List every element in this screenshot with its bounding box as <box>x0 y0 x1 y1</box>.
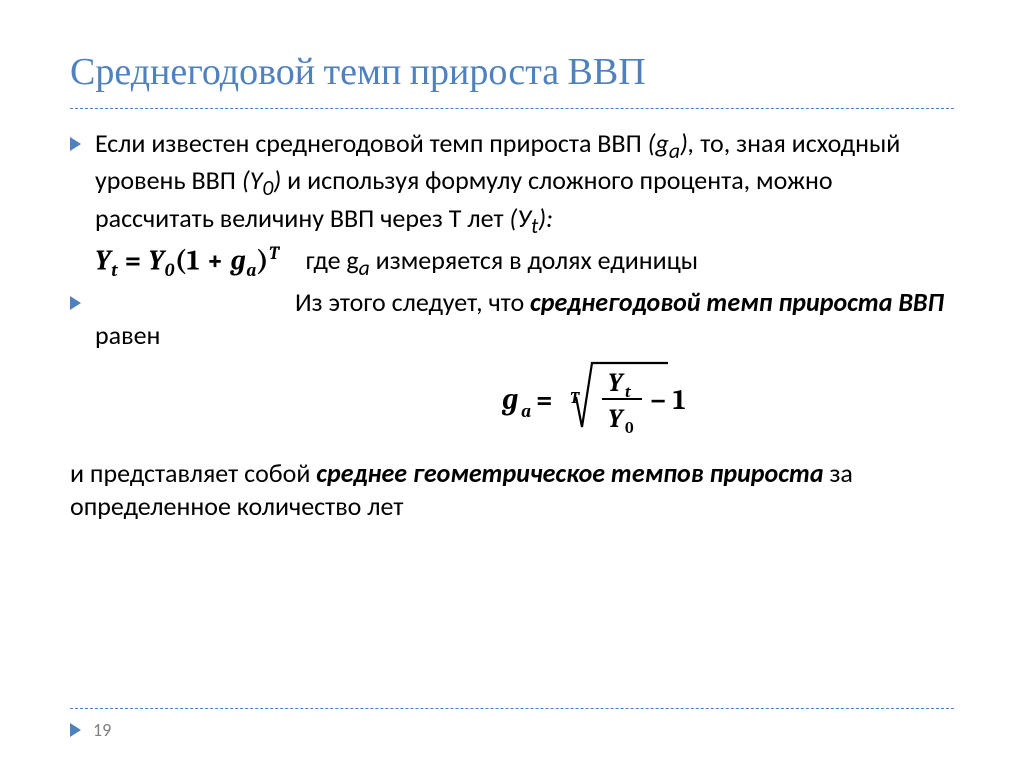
footer-bullet-icon <box>70 723 81 737</box>
b1-sub2: 0 <box>262 174 273 201</box>
b2-after: равен <box>95 319 160 351</box>
formula-1-row: Yt = Y0(1 + ga)T где ga измеряется в дол… <box>95 243 954 282</box>
b2-lead: Из этого следует, что <box>295 286 530 318</box>
b1-sub1: a <box>669 137 680 164</box>
bullet-marker-icon <box>70 296 81 310</box>
f1-Y0-sub: 0 <box>165 260 175 281</box>
page-number: 19 <box>93 719 111 741</box>
b1-sym1: (g <box>648 127 669 159</box>
b1-sym3: (У <box>509 202 531 234</box>
slide-footer: 19 <box>70 708 954 741</box>
slide: Среднегодовой темп прироста ВВП Если изв… <box>0 0 1024 767</box>
formula-1: Yt = Y0(1 + ga)T <box>95 243 280 282</box>
f2-minus: − 1 <box>650 384 686 416</box>
bullet-marker-icon <box>70 137 81 151</box>
b1-prefix: Если известен среднегодовой темп прирост… <box>95 127 648 159</box>
f1-ga-sub: a <box>246 260 257 281</box>
formula-1-note: где ga измеряется в долях единицы <box>306 244 699 281</box>
f1-ga: g <box>231 244 247 276</box>
f1-Y0: Y <box>148 244 164 276</box>
f1-eq: = <box>118 244 148 276</box>
f2-den-sub: 0 <box>625 419 634 437</box>
b2-em: среднегодовой темп прироста ВВП <box>530 286 944 318</box>
bullet-2-text: Из этого следует, что среднегодовой темп… <box>95 286 954 351</box>
slide-content: Если известен среднегодовой темп прирост… <box>70 127 954 522</box>
closing-a: и представляет собой <box>70 457 316 489</box>
f2-den: Y <box>608 404 625 434</box>
closing-text: и представляет собой среднее геометричес… <box>70 457 954 522</box>
b1-sym1-close: ), <box>680 127 694 159</box>
bullet-1-text: Если известен среднегодовой темп прирост… <box>95 127 954 239</box>
slide-title: Среднегодовой темп прироста ВВП <box>70 50 954 109</box>
bullet-2: Из этого следует, что среднегодовой темп… <box>70 286 954 351</box>
f1-Yt: Y <box>95 244 111 276</box>
formula-2: g a = T Y t Y 0 − 1 <box>270 357 954 447</box>
f2-eq: = <box>536 384 553 416</box>
f1-note-sub: a <box>359 254 370 281</box>
f1-note-b: измеряется в долях единицы <box>370 244 698 276</box>
f1-note-a: где g <box>306 244 359 276</box>
f2-num: Y <box>608 368 625 398</box>
f1-open: (1 + <box>175 244 231 276</box>
b1-sym3-close: ): <box>538 202 553 234</box>
formula-2-svg: g a = T Y t Y 0 − 1 <box>502 357 722 447</box>
b1-sym2: (Y <box>242 164 263 196</box>
f2-lhs: g <box>502 382 518 417</box>
closing-em: среднее геометрическое темпов прироста <box>316 457 823 489</box>
f2-lhs-sub: a <box>521 401 531 422</box>
bullet-1: Если известен среднегодовой темп прирост… <box>70 127 954 239</box>
f1-Yt-sub: t <box>111 260 118 281</box>
f1-sup: T <box>269 243 280 264</box>
f1-close: ) <box>257 244 269 276</box>
